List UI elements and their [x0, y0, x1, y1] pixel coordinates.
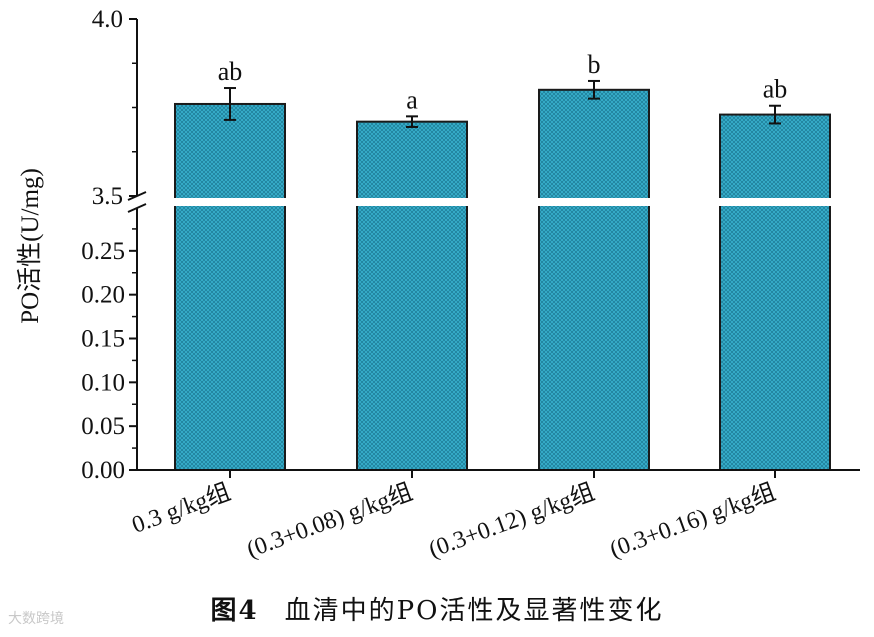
watermark: 大数跨境	[8, 611, 64, 627]
x-tick-label: 0.3 g/kg组	[128, 478, 234, 538]
significance-label: ab	[763, 75, 788, 104]
y-tick-label: 0.00	[81, 457, 125, 484]
axis-break-mark	[127, 203, 147, 213]
significance-label: b	[588, 50, 601, 79]
bar	[719, 113, 831, 472]
significance-label: ab	[218, 57, 243, 86]
axis-layer	[120, 18, 860, 478]
bars-layer	[174, 79, 831, 472]
y-tick-label: 0.25	[81, 238, 125, 265]
y-tick-label: 0.10	[81, 369, 125, 396]
figure-caption: 图4 血清中的PO活性及显著性变化	[0, 590, 874, 627]
figure-title: 血清中的PO活性及显著性变化	[284, 596, 664, 626]
chart: ababab0.000.050.100.150.200.253.54.00.3 …	[16, 6, 860, 563]
y-axis-title: PO活性(U/mg)	[16, 168, 44, 324]
y-tick-label: 0.05	[81, 413, 125, 440]
y-tick-label: 0.15	[81, 326, 125, 353]
x-tick-label: (0.3+0.12) g/kg组	[425, 478, 598, 563]
bar	[356, 120, 468, 471]
y-tick-label: 0.20	[81, 282, 125, 309]
significance-label: a	[406, 85, 418, 114]
x-tick-label: (0.3+0.16) g/kg组	[606, 478, 779, 563]
axis-break-gap	[120, 198, 840, 206]
figure-number: 图4	[210, 596, 259, 626]
bar	[174, 102, 286, 472]
bar	[538, 88, 650, 472]
y-tick-label: 4.0	[92, 6, 123, 33]
y-tick-label: 3.5	[92, 183, 123, 210]
x-tick-label: (0.3+0.08) g/kg组	[243, 478, 416, 563]
